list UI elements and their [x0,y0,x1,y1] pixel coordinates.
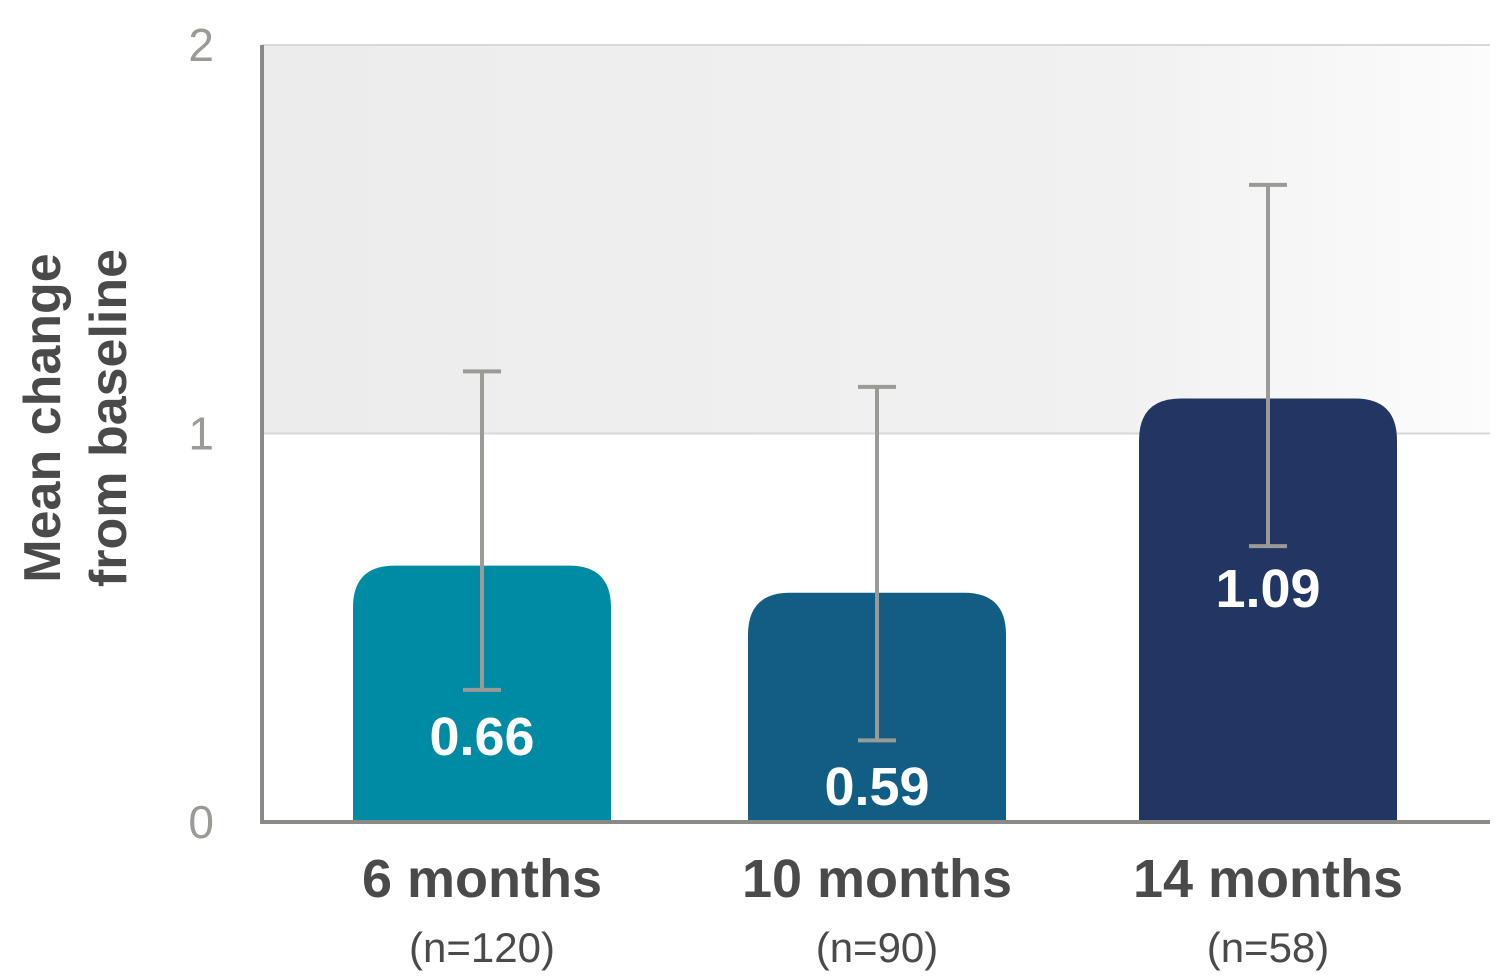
data-label: 0.66 [429,707,534,767]
x-tick-sublabel: (n=120) [409,924,555,971]
x-tick-label: 6 months [362,849,602,909]
x-tick-sublabel: (n=58) [1207,924,1330,971]
shaded-band [262,45,1490,434]
x-tick-label: 14 months [1133,849,1403,909]
bar [353,565,611,822]
y-tick-label: 0 [188,796,214,848]
x-tick-sublabel: (n=90) [816,924,939,971]
bar [1139,398,1397,822]
error-bar [463,369,501,692]
x-tick-label: 10 months [742,849,1012,909]
error-bar [858,384,896,743]
y-tick-label: 2 [188,19,214,71]
y-axis-label: Mean change from baseline [14,249,138,587]
y-axis-label-line: Mean change [14,253,72,582]
data-label: 1.09 [1215,559,1320,619]
y-tick-label: 1 [188,408,214,460]
error-bar [1249,182,1287,549]
y-axis-label-line: from baseline [80,249,138,587]
data-label: 0.59 [824,757,929,817]
